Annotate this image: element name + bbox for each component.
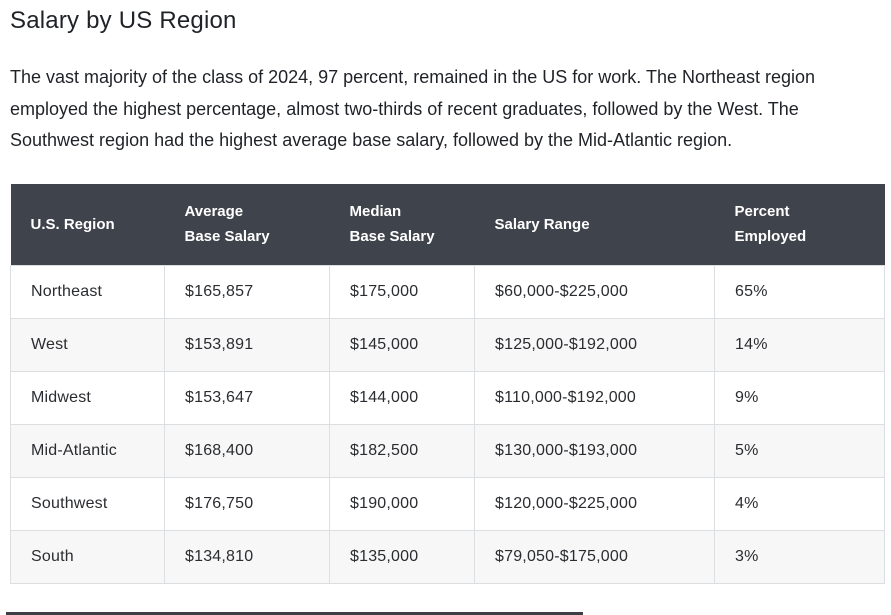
column-header-median-base-salary: Median Base Salary bbox=[329, 183, 475, 266]
cell-salary-range: $130,000-$193,000 bbox=[474, 424, 715, 478]
cell-average-base-salary: $176,750 bbox=[164, 477, 330, 531]
cell-region: Midwest bbox=[10, 371, 165, 425]
table-row: South $134,810 $135,000 $79,050-$175,000… bbox=[10, 530, 885, 584]
cell-percent-employed: 9% bbox=[714, 371, 885, 425]
horizontal-scrollbar-thumb[interactable] bbox=[6, 612, 583, 615]
cell-average-base-salary: $165,857 bbox=[164, 265, 330, 319]
cell-median-base-salary: $175,000 bbox=[329, 265, 475, 319]
cell-median-base-salary: $182,500 bbox=[329, 424, 475, 478]
cell-percent-employed: 4% bbox=[714, 477, 885, 531]
table-row: Mid-Atlantic $168,400 $182,500 $130,000-… bbox=[10, 424, 885, 478]
cell-percent-employed: 5% bbox=[714, 424, 885, 478]
cell-average-base-salary: $134,810 bbox=[164, 530, 330, 584]
cell-region: Northeast bbox=[10, 265, 165, 319]
column-header-us-region: U.S. Region bbox=[10, 183, 165, 266]
cell-region: West bbox=[10, 318, 165, 372]
cell-percent-employed: 14% bbox=[714, 318, 885, 372]
column-header-salary-range: Salary Range bbox=[474, 183, 715, 266]
table-body: Northeast $165,857 $175,000 $60,000-$225… bbox=[10, 265, 885, 584]
cell-median-base-salary: $135,000 bbox=[329, 530, 475, 584]
table-header-row: U.S. Region Average Base Salary Median B… bbox=[10, 183, 885, 266]
cell-average-base-salary: $168,400 bbox=[164, 424, 330, 478]
salary-section: Salary by US Region The vast majority of… bbox=[10, 7, 885, 584]
cell-median-base-salary: $145,000 bbox=[329, 318, 475, 372]
table-row: Midwest $153,647 $144,000 $110,000-$192,… bbox=[10, 371, 885, 425]
cell-salary-range: $120,000-$225,000 bbox=[474, 477, 715, 531]
cell-region: Southwest bbox=[10, 477, 165, 531]
cell-percent-employed: 65% bbox=[714, 265, 885, 319]
page-title: Salary by US Region bbox=[10, 7, 237, 34]
column-header-average-base-salary: Average Base Salary bbox=[164, 183, 330, 266]
cell-percent-employed: 3% bbox=[714, 530, 885, 584]
cell-average-base-salary: $153,647 bbox=[164, 371, 330, 425]
table-header: U.S. Region Average Base Salary Median B… bbox=[10, 183, 885, 266]
cell-salary-range: $79,050-$175,000 bbox=[474, 530, 715, 584]
cell-region: South bbox=[10, 530, 165, 584]
cell-salary-range: $125,000-$192,000 bbox=[474, 318, 715, 372]
cell-average-base-salary: $153,891 bbox=[164, 318, 330, 372]
table-row: Southwest $176,750 $190,000 $120,000-$22… bbox=[10, 477, 885, 531]
intro-paragraph: The vast majority of the class of 2024, … bbox=[10, 67, 816, 150]
cell-salary-range: $60,000-$225,000 bbox=[474, 265, 715, 319]
cell-salary-range: $110,000-$192,000 bbox=[474, 371, 715, 425]
table-row: Northeast $165,857 $175,000 $60,000-$225… bbox=[10, 265, 885, 319]
column-header-percent-employed: Percent Employed bbox=[714, 183, 885, 266]
table-row: West $153,891 $145,000 $125,000-$192,000… bbox=[10, 318, 885, 372]
cell-median-base-salary: $190,000 bbox=[329, 477, 475, 531]
salary-table: U.S. Region Average Base Salary Median B… bbox=[10, 183, 885, 584]
cell-region: Mid-Atlantic bbox=[10, 424, 165, 478]
cell-median-base-salary: $144,000 bbox=[329, 371, 475, 425]
